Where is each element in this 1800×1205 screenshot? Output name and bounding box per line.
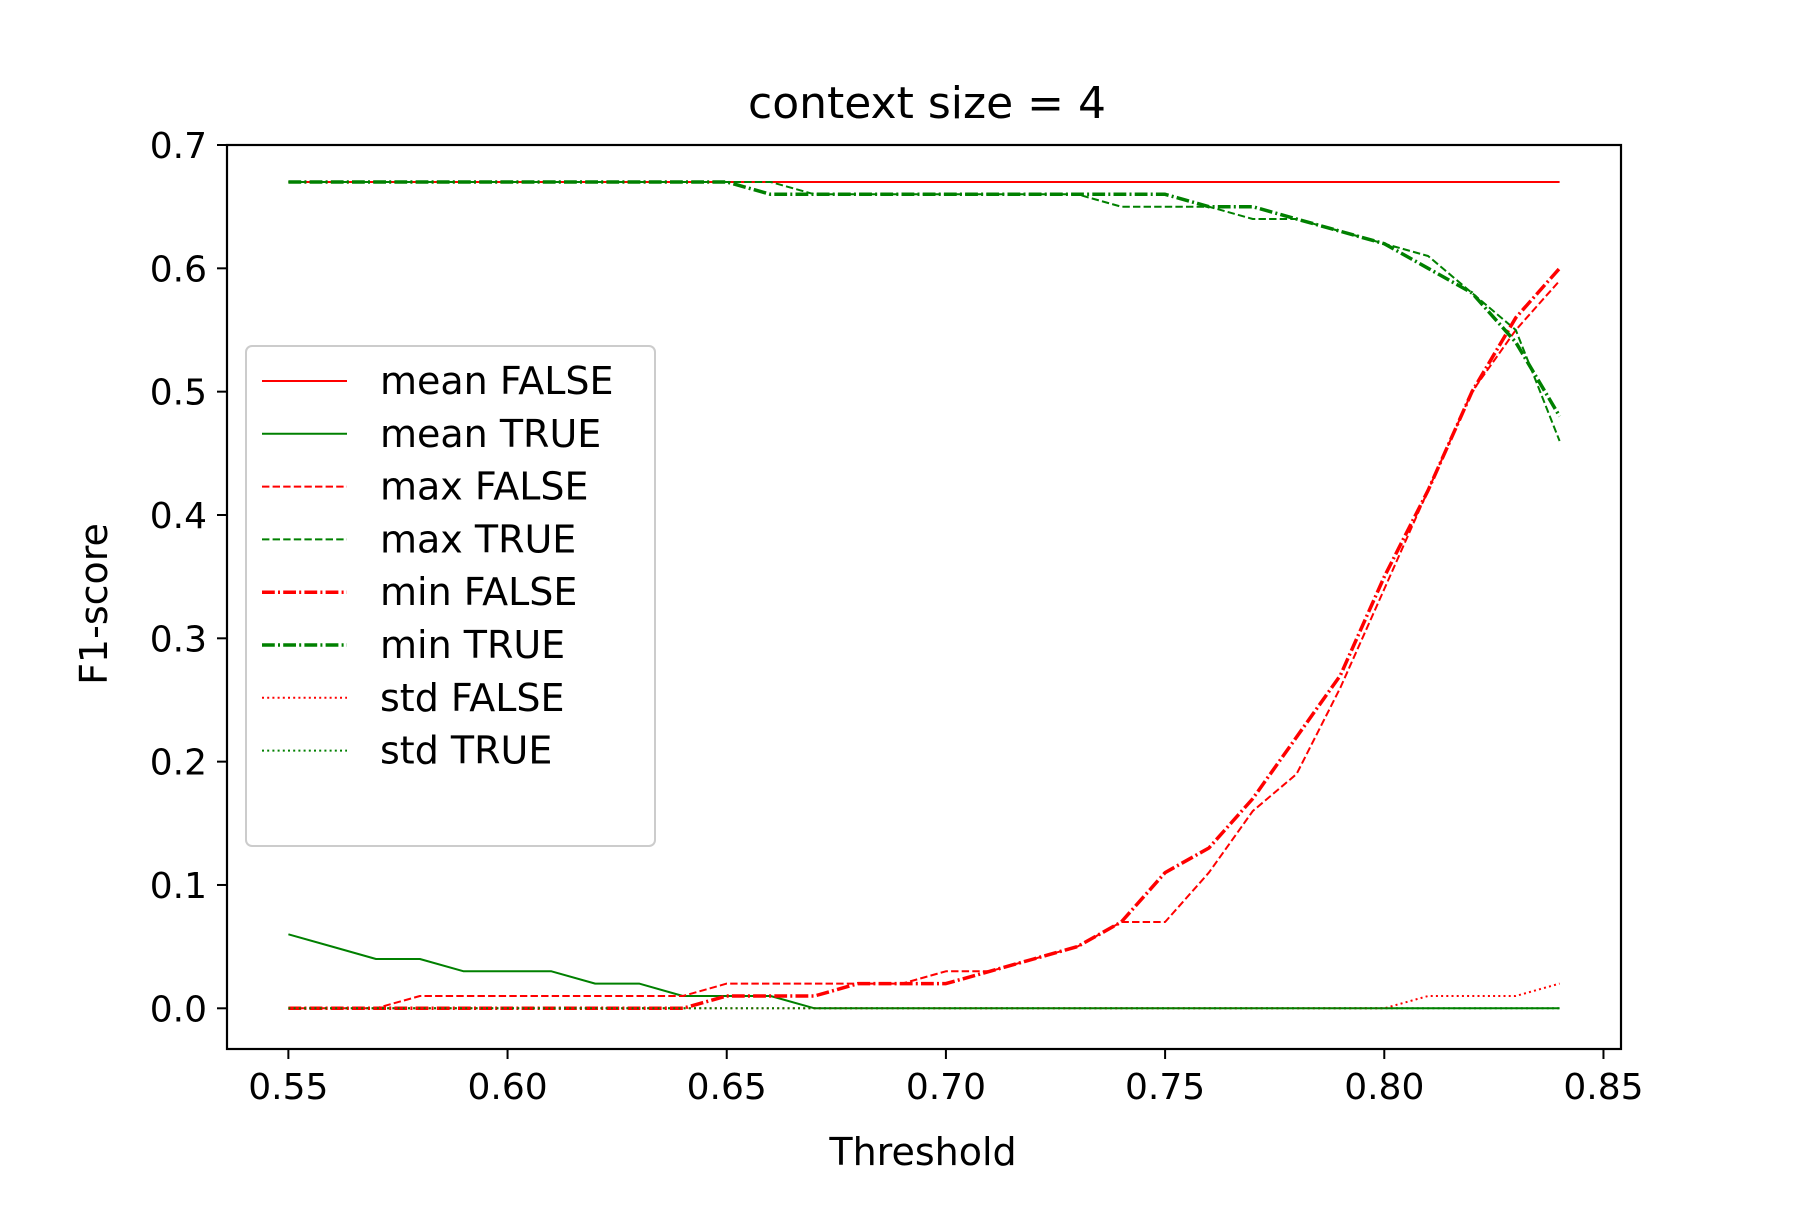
legend-label-min-false: min FALSE — [380, 570, 577, 614]
x-tick-label: 0.55 — [248, 1067, 328, 1108]
series-layer — [288, 180, 1562, 1011]
x-tick-label: 0.65 — [687, 1067, 767, 1108]
legend-label-std-true: std TRUE — [380, 729, 552, 773]
y-tick-label: 0.5 — [150, 373, 207, 414]
legend-label-mean-true: mean TRUE — [380, 412, 601, 456]
y-tick-label: 0.2 — [150, 743, 207, 784]
legend-box — [245, 345, 656, 847]
series-line-min-false — [288, 267, 1561, 1011]
chart-title: context size = 4 — [748, 78, 1106, 129]
x-tick-label: 0.85 — [1563, 1067, 1643, 1108]
legend: mean FALSE mean TRUE max FALSE max TRUE min … — [245, 345, 656, 847]
series-line-min-true — [288, 180, 1562, 418]
y-axis-label: F1-score — [72, 523, 116, 685]
y-tick-label: 0.6 — [150, 249, 207, 290]
y-tick-label: 0.1 — [150, 866, 207, 907]
legend-label-mean-false: mean FALSE — [380, 359, 614, 403]
y-tick-label: 0.7 — [150, 126, 207, 167]
x-axis-label: Threshold — [828, 1130, 1016, 1174]
x-tick-label: 0.80 — [1344, 1067, 1424, 1108]
plot-area-frame — [225, 143, 1623, 1051]
y-tick-label: 0.0 — [150, 989, 207, 1030]
x-tick-label: 0.70 — [906, 1067, 986, 1108]
x-tick-label: 0.75 — [1125, 1067, 1205, 1108]
y-tick-label: 0.3 — [150, 619, 207, 660]
series-line-max-false — [288, 280, 1561, 1010]
legend-label-std-false: std FALSE — [380, 676, 565, 720]
y-tick-label: 0.4 — [150, 496, 207, 537]
legend-label-min-true: min TRUE — [380, 623, 565, 667]
axis-ticks: 0.55 0.60 0.65 0.70 0.75 0.80 0.85 0.0 0.1 0.2 0.3… — [150, 126, 1644, 1108]
x-tick-label: 0.60 — [467, 1067, 547, 1108]
legend-label-max-false: max FALSE — [380, 465, 589, 509]
legend-label-max-true: max TRUE — [380, 517, 576, 561]
